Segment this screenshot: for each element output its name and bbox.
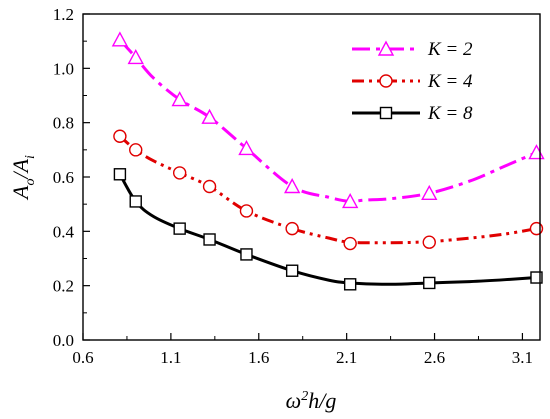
series-1-point [283,178,301,194]
y-tick-label: 1.2 [53,5,74,24]
x-tick-label: 1.1 [160,348,181,367]
series-line-3 [118,173,537,286]
series-1-point [341,192,359,209]
legend-marker-3 [379,106,393,120]
plot-background [83,14,540,340]
series-3-point [173,222,186,235]
x-tick-label: 3.1 [512,348,533,367]
x-tick-label: 1.6 [248,348,269,367]
series-3-point [240,248,253,261]
series-layer [118,38,538,286]
series-2-point [422,235,436,249]
y-tick-label: 0.0 [53,331,74,350]
y-axis-ticks: 0.0 0.2 0.4 0.6 0.8 1.0 1.2 [53,5,90,350]
y-tick-label: 0.2 [53,277,74,296]
series-line-1 [118,38,538,204]
series-2-point [202,179,217,194]
series-2-point [239,204,254,218]
legend-label-2: K = 4 [427,71,473,92]
series-1-point [111,31,129,47]
x-axis-title: ω2h/g [286,388,337,413]
series-1-point [171,91,188,107]
legend-label-1: K = 2 [427,39,473,60]
marker-layer [111,31,545,291]
series-1-point [127,48,144,65]
legend-marker-2 [379,74,393,88]
y-axis-title: Ao/Ai [8,155,38,201]
series-1-point [421,184,438,201]
x-tick-label: 2.1 [336,348,357,367]
series-3-point [343,278,357,291]
x-tick-label: 2.6 [424,348,445,367]
series-2-point [113,129,127,143]
y-tick-label: 1.0 [53,59,74,78]
legend: K = 2 K = 4 K = 8 [352,39,473,124]
series-line-2 [118,135,537,245]
y-tick-label: 0.8 [53,114,74,133]
series-1-point [201,108,218,124]
series-3-point [423,276,436,290]
series-2-point [343,236,357,251]
series-3-point [113,168,127,181]
x-tick-label: 0.6 [72,348,93,367]
x-axis-ticks: 0.6 1.1 1.6 2.1 2.6 3.1 [72,333,533,367]
y-tick-label: 0.6 [53,168,74,187]
legend-label-3: K = 8 [427,103,473,124]
series-2-point [285,221,299,236]
series-1-point [238,139,255,156]
series-3-point [129,195,142,208]
series-3-point [285,264,299,277]
y-tick-label: 0.4 [53,222,75,241]
series-2-point [172,166,187,180]
legend-marker-1 [377,40,395,56]
series-2-point [129,143,143,157]
series-3-point [203,233,216,246]
series-3-point [530,271,543,284]
